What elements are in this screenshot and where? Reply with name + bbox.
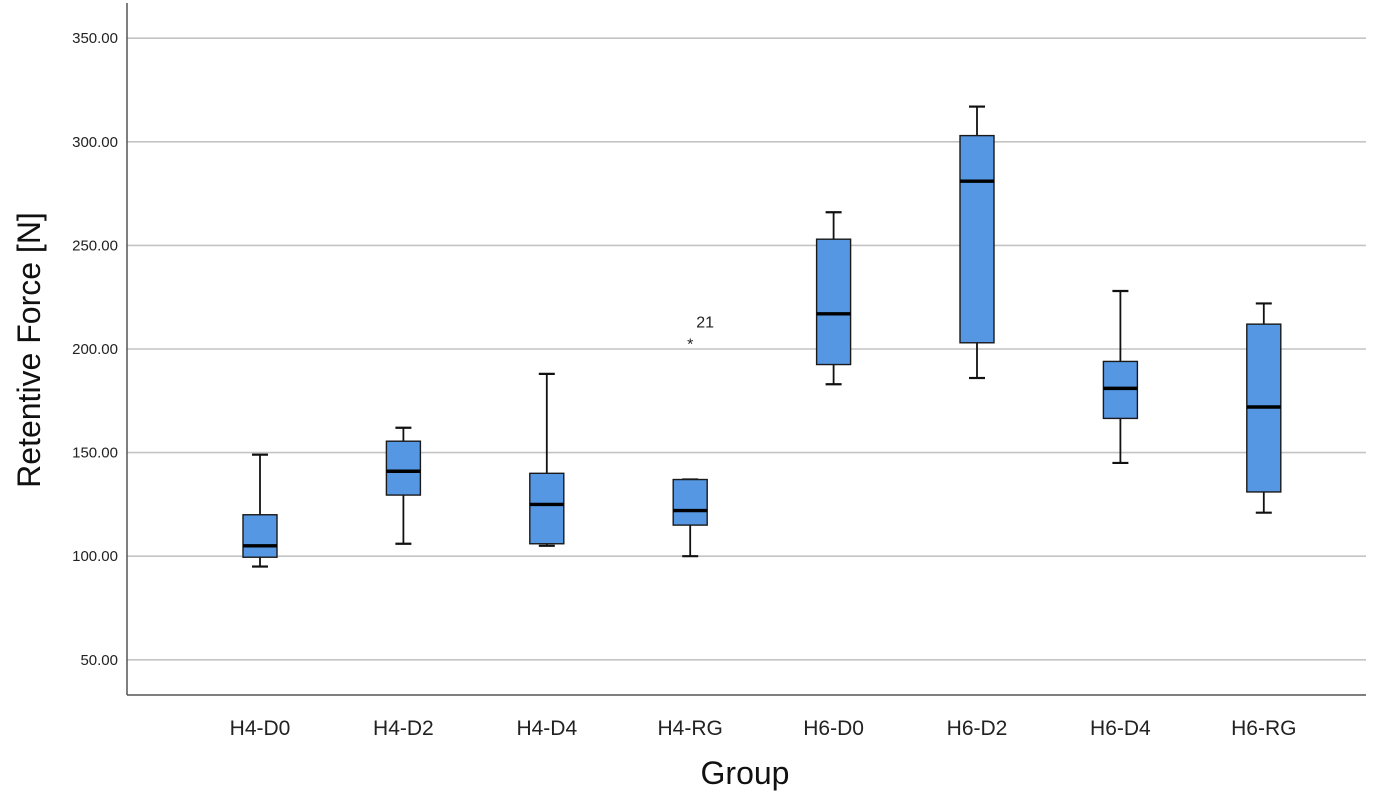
box-group — [672, 478, 708, 558]
iqr-box — [959, 134, 995, 344]
outlier-marker: * — [687, 337, 693, 354]
box-group — [242, 453, 278, 568]
iqr-box — [385, 440, 422, 496]
box-group — [959, 105, 995, 380]
iqr-box — [672, 478, 708, 526]
iqr-box — [815, 238, 852, 366]
x-tick-labels: H4-D0 H4-D2 H4-D4 H4-RG H6-D0 H6-D2 H6-D4 H6-RG — [230, 717, 1297, 740]
outliers: *21 — [687, 315, 714, 354]
y-tick-label: 200.00 — [72, 341, 118, 358]
boxes — [242, 105, 1282, 568]
box-group — [1246, 302, 1282, 514]
x-tick-label: H4-D2 — [373, 717, 434, 740]
box-group — [385, 426, 422, 545]
x-tick-label: H6-D2 — [947, 717, 1008, 740]
y-tick-label: 250.00 — [72, 237, 118, 254]
y-tick-label: 300.00 — [72, 134, 118, 151]
x-tick-label: H6-D4 — [1090, 717, 1151, 740]
y-tick-labels: 50.00 100.00 150.00 200.00 250.00 300.00 350.0… — [72, 30, 118, 669]
x-tick-label: H4-RG — [658, 717, 723, 740]
x-tick-label: H4-D0 — [230, 717, 291, 740]
y-tick-label: 150.00 — [72, 445, 118, 462]
axes — [126, 3, 1366, 696]
gridlines — [127, 37, 1366, 661]
y-tick-label: 350.00 — [72, 30, 118, 47]
x-axis-title: Group — [701, 755, 790, 791]
y-axis-title: Retentive Force [N] — [11, 212, 47, 488]
iqr-box — [242, 514, 278, 558]
x-tick-label: H6-D0 — [803, 717, 864, 740]
box-group — [815, 211, 852, 386]
box-group — [1102, 289, 1139, 465]
x-tick-label: H4-D4 — [516, 717, 577, 740]
iqr-box — [529, 472, 565, 545]
box-group — [529, 372, 565, 547]
outlier-label: 21 — [696, 315, 714, 332]
y-tick-label: 100.00 — [72, 548, 118, 565]
x-tick-label: H6-RG — [1231, 717, 1296, 740]
y-tick-label: 50.00 — [80, 652, 118, 669]
